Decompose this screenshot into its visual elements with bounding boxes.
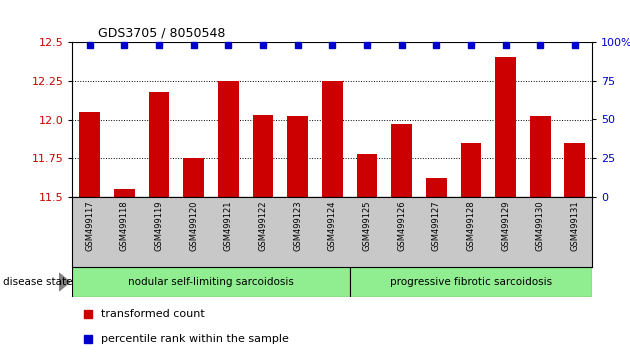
Text: GSM499123: GSM499123: [293, 200, 302, 251]
Bar: [72, 267, 350, 297]
Text: GSM499120: GSM499120: [189, 200, 198, 251]
Polygon shape: [59, 273, 70, 291]
Text: GSM499127: GSM499127: [432, 200, 441, 251]
Text: GSM499131: GSM499131: [570, 200, 580, 251]
Bar: [79, 112, 100, 197]
Bar: [530, 116, 551, 197]
Text: GSM499119: GSM499119: [154, 200, 164, 251]
Bar: [391, 124, 412, 197]
Text: GSM499118: GSM499118: [120, 200, 129, 251]
Text: nodular self-limiting sarcoidosis: nodular self-limiting sarcoidosis: [128, 277, 294, 287]
Text: disease state: disease state: [3, 277, 72, 287]
Bar: [114, 189, 135, 197]
Bar: [357, 154, 377, 197]
Text: GSM499125: GSM499125: [362, 200, 372, 251]
Text: GSM499130: GSM499130: [536, 200, 545, 251]
Bar: [287, 116, 308, 197]
Text: GSM499124: GSM499124: [328, 200, 337, 251]
Bar: [426, 178, 447, 197]
Bar: [253, 115, 273, 197]
Text: percentile rank within the sample: percentile rank within the sample: [101, 333, 289, 344]
Text: GSM499128: GSM499128: [466, 200, 476, 251]
Bar: [183, 158, 204, 197]
Text: progressive fibrotic sarcoidosis: progressive fibrotic sarcoidosis: [390, 277, 552, 287]
Bar: [322, 81, 343, 197]
Text: GSM499117: GSM499117: [85, 200, 94, 251]
Text: GSM499126: GSM499126: [397, 200, 406, 251]
Bar: [461, 143, 481, 197]
Text: GDS3705 / 8050548: GDS3705 / 8050548: [98, 27, 226, 39]
Text: GSM499129: GSM499129: [501, 200, 510, 251]
Text: GSM499122: GSM499122: [258, 200, 268, 251]
Text: GSM499121: GSM499121: [224, 200, 233, 251]
Bar: [350, 267, 592, 297]
Bar: [495, 57, 516, 197]
Bar: [564, 143, 585, 197]
Bar: [218, 81, 239, 197]
Bar: [149, 92, 169, 197]
Text: transformed count: transformed count: [101, 309, 205, 319]
